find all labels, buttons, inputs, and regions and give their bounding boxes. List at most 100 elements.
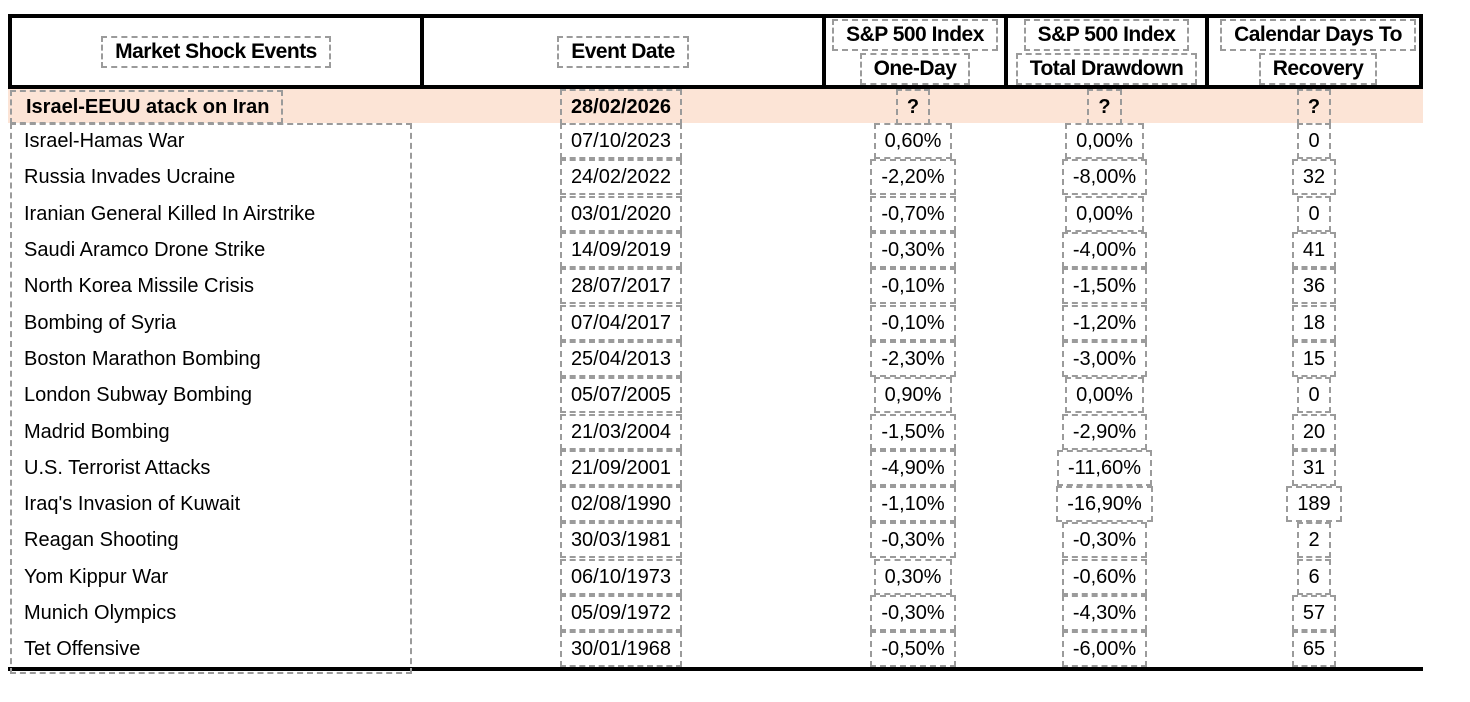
event-name-value[interactable]: North Korea Missile Crisis xyxy=(24,275,255,298)
header-sp500-one-day-line2[interactable]: One-Day xyxy=(859,53,971,85)
one-day-value[interactable]: 0,60% xyxy=(873,123,953,160)
event-name-value[interactable]: Munich Olympics xyxy=(24,602,177,624)
drawdown-value[interactable]: -4,00% xyxy=(1061,232,1148,269)
event-name-value[interactable]: London Subway Bombing xyxy=(24,384,252,407)
days-value[interactable]: 41 xyxy=(1291,232,1337,269)
event-date-value[interactable]: 05/09/1972 xyxy=(559,595,683,631)
date-cell: 30/01/1968 xyxy=(420,631,822,668)
event-cell: Boston Marathon Bombing xyxy=(8,344,420,374)
drawdown-value[interactable]: 0,00% xyxy=(1065,195,1144,232)
event-name-value[interactable]: Tet Offensive xyxy=(24,638,141,661)
days-value[interactable]: 0 xyxy=(1297,123,1331,160)
event-date-value[interactable]: 21/09/2001 xyxy=(559,449,683,486)
one-day-value[interactable]: 0,90% xyxy=(873,377,953,414)
header-market-shock-events-label[interactable]: Market Shock Events xyxy=(101,36,331,68)
event-date-value[interactable]: 07/04/2017 xyxy=(559,304,683,341)
drawdown-value[interactable]: -8,00% xyxy=(1061,159,1148,196)
one-day-value[interactable]: -0,50% xyxy=(870,631,956,668)
one-day-value[interactable]: -0,10% xyxy=(870,304,956,341)
days-value[interactable]: 65 xyxy=(1291,631,1337,668)
table-row: Boston Marathon Bombing 25/04/2013 -2,30… xyxy=(8,340,1423,377)
drawdown-value[interactable]: 0,00% xyxy=(1065,377,1144,414)
header-event-date-label[interactable]: Event Date xyxy=(557,36,689,68)
event-name-value[interactable]: Israel-EEUU atack on Iran xyxy=(10,90,284,124)
drawdown-value[interactable]: -6,00% xyxy=(1061,631,1148,668)
drawdown-value[interactable]: -1,50% xyxy=(1061,268,1148,305)
drawdown-value[interactable]: ? xyxy=(1087,89,1122,125)
days-value[interactable]: 32 xyxy=(1291,159,1337,196)
event-date-value[interactable]: 24/02/2022 xyxy=(559,159,683,196)
event-name-value[interactable]: Saudi Aramco Drone Strike xyxy=(24,239,266,262)
event-date-value[interactable]: 30/03/1981 xyxy=(559,522,683,559)
event-name-value[interactable]: U.S. Terrorist Attacks xyxy=(24,456,211,479)
one-day-value[interactable]: -2,20% xyxy=(870,159,956,196)
days-value[interactable]: 18 xyxy=(1291,304,1337,341)
event-name-value[interactable]: Yom Kippur War xyxy=(24,565,169,588)
event-date-value[interactable]: 25/04/2013 xyxy=(559,340,683,377)
one-day-value[interactable]: 0,30% xyxy=(873,558,953,595)
event-name-value[interactable]: Madrid Bombing xyxy=(24,420,170,443)
days-value[interactable]: 36 xyxy=(1291,268,1337,305)
drawdown-cell: -11,60% xyxy=(1004,449,1205,486)
one-day-value[interactable]: -0,30% xyxy=(870,595,956,631)
header-calendar-days-line2[interactable]: Recovery xyxy=(1258,53,1378,85)
days-value[interactable]: 15 xyxy=(1291,340,1337,377)
days-value[interactable]: 2 xyxy=(1297,522,1331,559)
date-cell: 07/10/2023 xyxy=(420,123,822,160)
days-value[interactable]: 57 xyxy=(1291,595,1337,631)
drawdown-cell: 0,00% xyxy=(1004,377,1205,414)
one-day-value[interactable]: ? xyxy=(895,89,931,125)
drawdown-value[interactable]: -16,90% xyxy=(1056,486,1153,523)
event-name-value[interactable]: Israel-Hamas War xyxy=(24,130,185,153)
header-sp500-one-day-line1[interactable]: S&P 500 Index xyxy=(832,19,998,51)
event-date-value[interactable]: 03/01/2020 xyxy=(559,195,683,232)
days-value[interactable]: 6 xyxy=(1297,558,1331,595)
days-value[interactable]: 31 xyxy=(1291,449,1337,486)
one-day-value[interactable]: -1,50% xyxy=(870,413,956,450)
drawdown-cell: -4,30% xyxy=(1004,595,1205,631)
drawdown-value[interactable]: -0,60% xyxy=(1061,558,1148,595)
table-row: Madrid Bombing 21/03/2004 -1,50% -2,90% … xyxy=(8,413,1423,450)
event-cell: Reagan Shooting xyxy=(8,525,420,555)
days-value[interactable]: 0 xyxy=(1297,377,1331,414)
header-calendar-days-to-recovery: Calendar Days To Recovery xyxy=(1209,18,1427,86)
event-name-value[interactable]: Reagan Shooting xyxy=(24,529,179,552)
one-day-value[interactable]: -0,10% xyxy=(870,268,956,305)
one-day-value[interactable]: -1,10% xyxy=(870,486,956,523)
event-date-value[interactable]: 05/07/2005 xyxy=(559,377,683,414)
drawdown-value[interactable]: -3,00% xyxy=(1061,340,1148,377)
drawdown-value[interactable]: -1,20% xyxy=(1061,304,1148,341)
event-date-value[interactable]: 07/10/2023 xyxy=(559,123,683,160)
days-value[interactable]: ? xyxy=(1296,89,1332,125)
event-name-value[interactable]: Iraq's Invasion of Kuwait xyxy=(24,493,241,516)
event-date-value[interactable]: 30/01/1968 xyxy=(559,631,683,668)
drawdown-value[interactable]: -4,30% xyxy=(1061,595,1148,631)
one-day-value[interactable]: -0,70% xyxy=(870,195,956,232)
one-day-value[interactable]: -2,30% xyxy=(870,340,956,377)
event-name-value[interactable]: Bombing of Syria xyxy=(24,311,177,334)
event-name-value[interactable]: Russia Invades Ucraine xyxy=(24,166,236,189)
one-day-value[interactable]: -4,90% xyxy=(870,449,956,486)
one-day-value[interactable]: -0,30% xyxy=(870,522,956,559)
days-cell: 15 xyxy=(1205,340,1423,377)
event-date-value[interactable]: 06/10/1973 xyxy=(559,558,683,595)
days-value[interactable]: 0 xyxy=(1297,195,1331,232)
event-date-value[interactable]: 28/07/2017 xyxy=(559,268,683,305)
drawdown-value[interactable]: -11,60% xyxy=(1056,449,1152,486)
drawdown-value[interactable]: -2,90% xyxy=(1061,413,1148,450)
days-value[interactable]: 189 xyxy=(1286,486,1342,523)
days-value[interactable]: 20 xyxy=(1291,413,1337,450)
header-calendar-days-line1[interactable]: Calendar Days To xyxy=(1220,19,1416,51)
header-sp500-total-drawdown-line1[interactable]: S&P 500 Index xyxy=(1023,19,1190,51)
header-sp500-total-drawdown-line2[interactable]: Total Drawdown xyxy=(1015,53,1198,85)
event-date-value[interactable]: 14/09/2019 xyxy=(559,232,683,269)
drawdown-value[interactable]: -0,30% xyxy=(1061,522,1148,559)
event-name-value[interactable]: Iranian General Killed In Airstrike xyxy=(24,202,316,225)
one-day-value[interactable]: -0,30% xyxy=(870,232,956,269)
drawdown-value[interactable]: 0,00% xyxy=(1065,123,1144,160)
event-date-value[interactable]: 21/03/2004 xyxy=(559,413,683,450)
event-name-value[interactable]: Boston Marathon Bombing xyxy=(24,347,261,370)
event-date-value[interactable]: 28/02/2026 xyxy=(559,89,683,125)
event-date-value[interactable]: 02/08/1990 xyxy=(559,486,683,523)
table-row: Israel-Hamas War 07/10/2023 0,60% 0,00% … xyxy=(8,123,1423,160)
